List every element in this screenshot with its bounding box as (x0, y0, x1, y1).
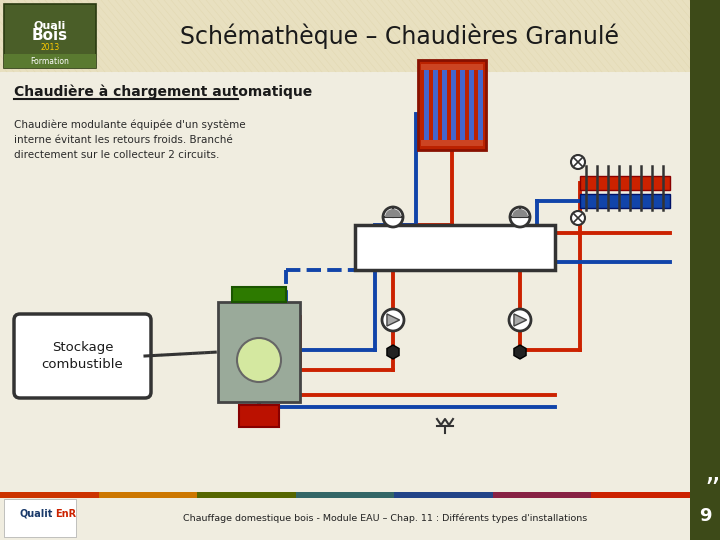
Text: Schémathèque – Chaudières Granulé: Schémathèque – Chaudières Granulé (181, 23, 619, 49)
Circle shape (571, 155, 585, 169)
Wedge shape (385, 209, 401, 217)
Bar (460, 64, 465, 146)
Polygon shape (387, 314, 400, 326)
Bar (239, 405, 279, 427)
Text: „: „ (704, 457, 720, 486)
Wedge shape (512, 209, 528, 217)
Text: combustible: combustible (42, 359, 123, 372)
Circle shape (571, 211, 585, 225)
Bar (232, 287, 286, 302)
Text: EnR: EnR (55, 509, 76, 519)
Bar (0, 498, 690, 540)
Polygon shape (514, 314, 526, 326)
Text: 9: 9 (698, 507, 711, 525)
Text: Chaudière à chargement automatique: Chaudière à chargement automatique (14, 85, 312, 99)
Bar (421, 140, 483, 146)
Circle shape (237, 338, 281, 382)
Bar (4, 4, 96, 68)
Text: Stockage: Stockage (52, 341, 113, 354)
Bar (395, 492, 493, 498)
Text: Chaudière modulante équipée d'un système
interne évitant les retours froids. Bra: Chaudière modulante équipée d'un système… (14, 120, 246, 160)
Bar (0, 492, 99, 498)
Text: Qualit: Qualit (20, 509, 53, 519)
Bar (218, 302, 300, 402)
Bar (469, 64, 474, 146)
Bar (442, 64, 447, 146)
Text: Chauffage domestique bois - Module EAU – Chap. 11 : Différents types d'installat: Chauffage domestique bois - Module EAU –… (183, 513, 587, 523)
Bar (493, 492, 591, 498)
Polygon shape (387, 345, 399, 359)
Bar (433, 64, 438, 146)
FancyBboxPatch shape (14, 314, 151, 398)
Bar (355, 225, 555, 270)
Bar (0, 0, 720, 72)
Text: Formation: Formation (30, 57, 69, 65)
Bar (418, 60, 486, 150)
Bar (4, 499, 76, 537)
Circle shape (509, 309, 531, 331)
Text: 2013: 2013 (40, 44, 60, 52)
Circle shape (382, 309, 404, 331)
Bar (451, 64, 456, 146)
Bar (478, 64, 483, 146)
Bar (690, 0, 720, 540)
Bar (4, 54, 96, 68)
Bar (424, 64, 429, 146)
Bar (580, 176, 670, 190)
Bar (580, 194, 670, 208)
Circle shape (510, 207, 530, 227)
Bar (99, 492, 197, 498)
Circle shape (383, 207, 403, 227)
Bar (197, 492, 296, 498)
Polygon shape (514, 345, 526, 359)
Bar (591, 492, 690, 498)
Text: Bois: Bois (32, 29, 68, 44)
Text: Quali: Quali (34, 21, 66, 31)
Bar (296, 492, 395, 498)
Bar (421, 64, 483, 70)
